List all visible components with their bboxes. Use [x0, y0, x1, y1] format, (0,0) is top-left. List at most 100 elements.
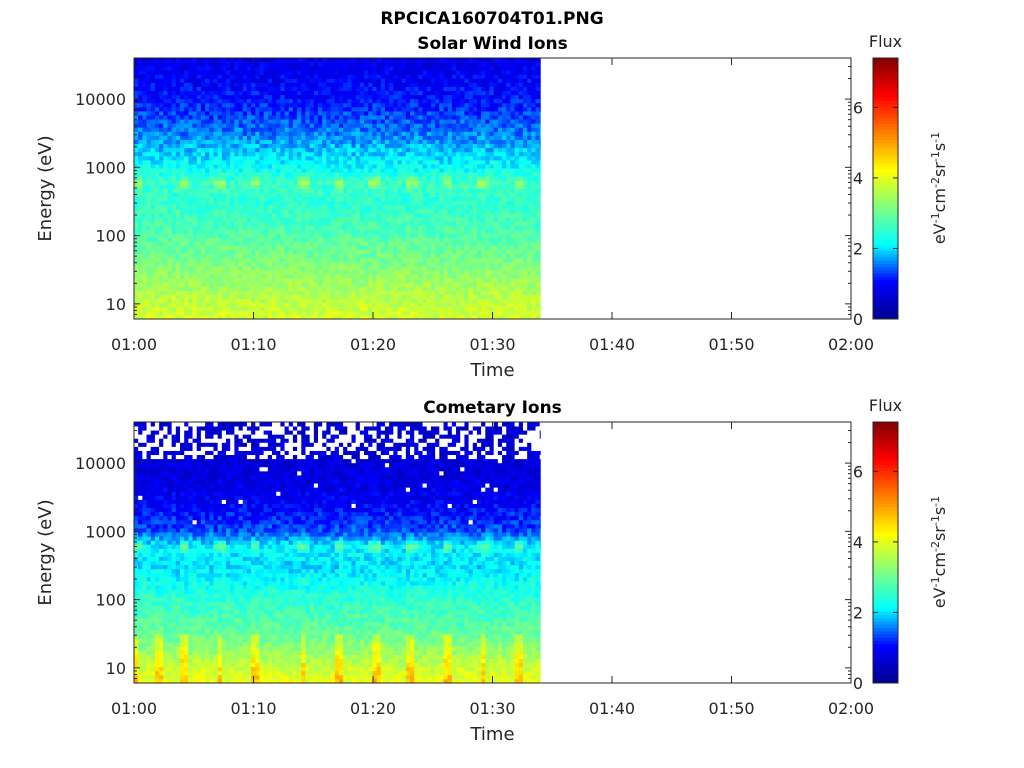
heatmap-cell	[405, 298, 411, 304]
heatmap-cell	[313, 151, 319, 157]
heatmap-cell	[263, 78, 269, 83]
heatmap-cell	[326, 168, 331, 173]
heatmap-cell	[343, 127, 348, 132]
heatmap-cell	[422, 143, 428, 149]
heatmap-cell	[326, 196, 331, 202]
heatmap-cell	[414, 70, 419, 75]
heatmap-cell	[171, 151, 177, 157]
heatmap-cell	[154, 229, 160, 234]
heatmap-cell	[209, 98, 214, 104]
heatmap-cell	[447, 131, 453, 136]
heatmap-cell	[397, 188, 403, 193]
heatmap-cell	[226, 139, 231, 145]
heatmap-cell	[205, 233, 210, 238]
heatmap-cell	[196, 294, 202, 300]
heatmap-cell	[255, 249, 260, 255]
heatmap-cell	[443, 86, 449, 92]
heatmap-cell	[272, 135, 277, 140]
heatmap-cell	[175, 302, 181, 308]
heatmap-cell	[167, 221, 173, 226]
heatmap-cell	[305, 102, 311, 108]
heatmap-cell	[280, 184, 285, 189]
heatmap-cell	[410, 74, 415, 79]
heatmap-cell	[405, 274, 411, 279]
heatmap-cell	[351, 237, 357, 242]
heatmap-cell	[389, 135, 394, 140]
heatmap-cell	[292, 127, 298, 132]
heatmap-cell	[389, 102, 394, 108]
heatmap-cell	[384, 241, 390, 246]
heatmap-cell	[389, 86, 394, 92]
heatmap-cell	[188, 94, 193, 100]
heatmap-cell	[451, 172, 457, 177]
heatmap-cell	[263, 196, 269, 202]
heatmap-cell	[280, 78, 285, 83]
heatmap-cell	[146, 164, 152, 169]
heatmap-cell	[251, 270, 256, 275]
heatmap-cell	[347, 180, 352, 185]
heatmap-cell	[318, 192, 323, 198]
heatmap-cell	[401, 306, 407, 312]
heatmap-cell	[280, 310, 285, 316]
heatmap-cell	[263, 119, 269, 124]
heatmap-cell	[338, 314, 344, 320]
heatmap-cell	[267, 282, 273, 287]
heatmap-cell	[238, 123, 244, 128]
heatmap-cell	[134, 282, 139, 287]
heatmap-cell	[267, 66, 273, 71]
heatmap-cell	[414, 111, 419, 116]
heatmap-cell	[213, 78, 219, 83]
heatmap-cell	[184, 135, 189, 140]
heatmap-cell	[288, 106, 294, 112]
heatmap-cell	[146, 241, 152, 246]
heatmap-cell	[334, 111, 340, 116]
heatmap-cell	[280, 217, 285, 222]
heatmap-cell	[288, 123, 294, 128]
heatmap-cell	[163, 143, 168, 149]
heatmap-cell	[338, 70, 344, 75]
heatmap-cell	[146, 86, 152, 92]
heatmap-cell	[359, 290, 365, 295]
heatmap-cell	[397, 314, 403, 320]
heatmap-cell	[426, 282, 432, 287]
heatmap-cell	[372, 176, 377, 181]
heatmap-cell	[242, 286, 248, 291]
heatmap-cell	[251, 123, 256, 128]
heatmap-cell	[217, 184, 223, 189]
heatmap-cell	[292, 176, 298, 181]
heatmap-cell	[280, 298, 285, 304]
heatmap-cell	[351, 196, 357, 202]
heatmap-cell	[401, 257, 407, 263]
heatmap-cell	[435, 135, 440, 140]
heatmap-cell	[263, 184, 269, 189]
heatmap-cell	[430, 225, 436, 230]
heatmap-cell	[154, 106, 160, 112]
heatmap-cell	[305, 131, 311, 136]
heatmap-cell	[334, 212, 340, 218]
heatmap-cell	[451, 253, 457, 259]
heatmap-cell	[276, 204, 281, 210]
heatmap-cell	[159, 123, 164, 128]
heatmap-cell	[301, 90, 306, 96]
heatmap-cell	[318, 78, 323, 83]
heatmap-cell	[380, 204, 386, 210]
heatmap-cell	[272, 164, 277, 169]
heatmap-cell	[221, 261, 227, 267]
heatmap-cell	[368, 70, 373, 75]
heatmap-cell	[246, 139, 252, 145]
heatmap-cell	[171, 78, 177, 83]
heatmap-cell	[305, 274, 311, 279]
heatmap-cell	[146, 270, 152, 275]
heatmap-cell	[200, 172, 206, 177]
heatmap-cell	[351, 257, 357, 263]
heatmap-cell	[376, 90, 382, 96]
heatmap-cell	[209, 257, 214, 263]
heatmap-cell	[242, 249, 248, 255]
heatmap-cell	[209, 314, 214, 320]
heatmap-cell	[226, 278, 231, 283]
heatmap-cell	[456, 302, 461, 308]
heatmap-cell	[343, 302, 348, 308]
heatmap-cell	[447, 217, 453, 222]
heatmap-cell	[397, 180, 403, 185]
heatmap-cell	[184, 270, 189, 275]
